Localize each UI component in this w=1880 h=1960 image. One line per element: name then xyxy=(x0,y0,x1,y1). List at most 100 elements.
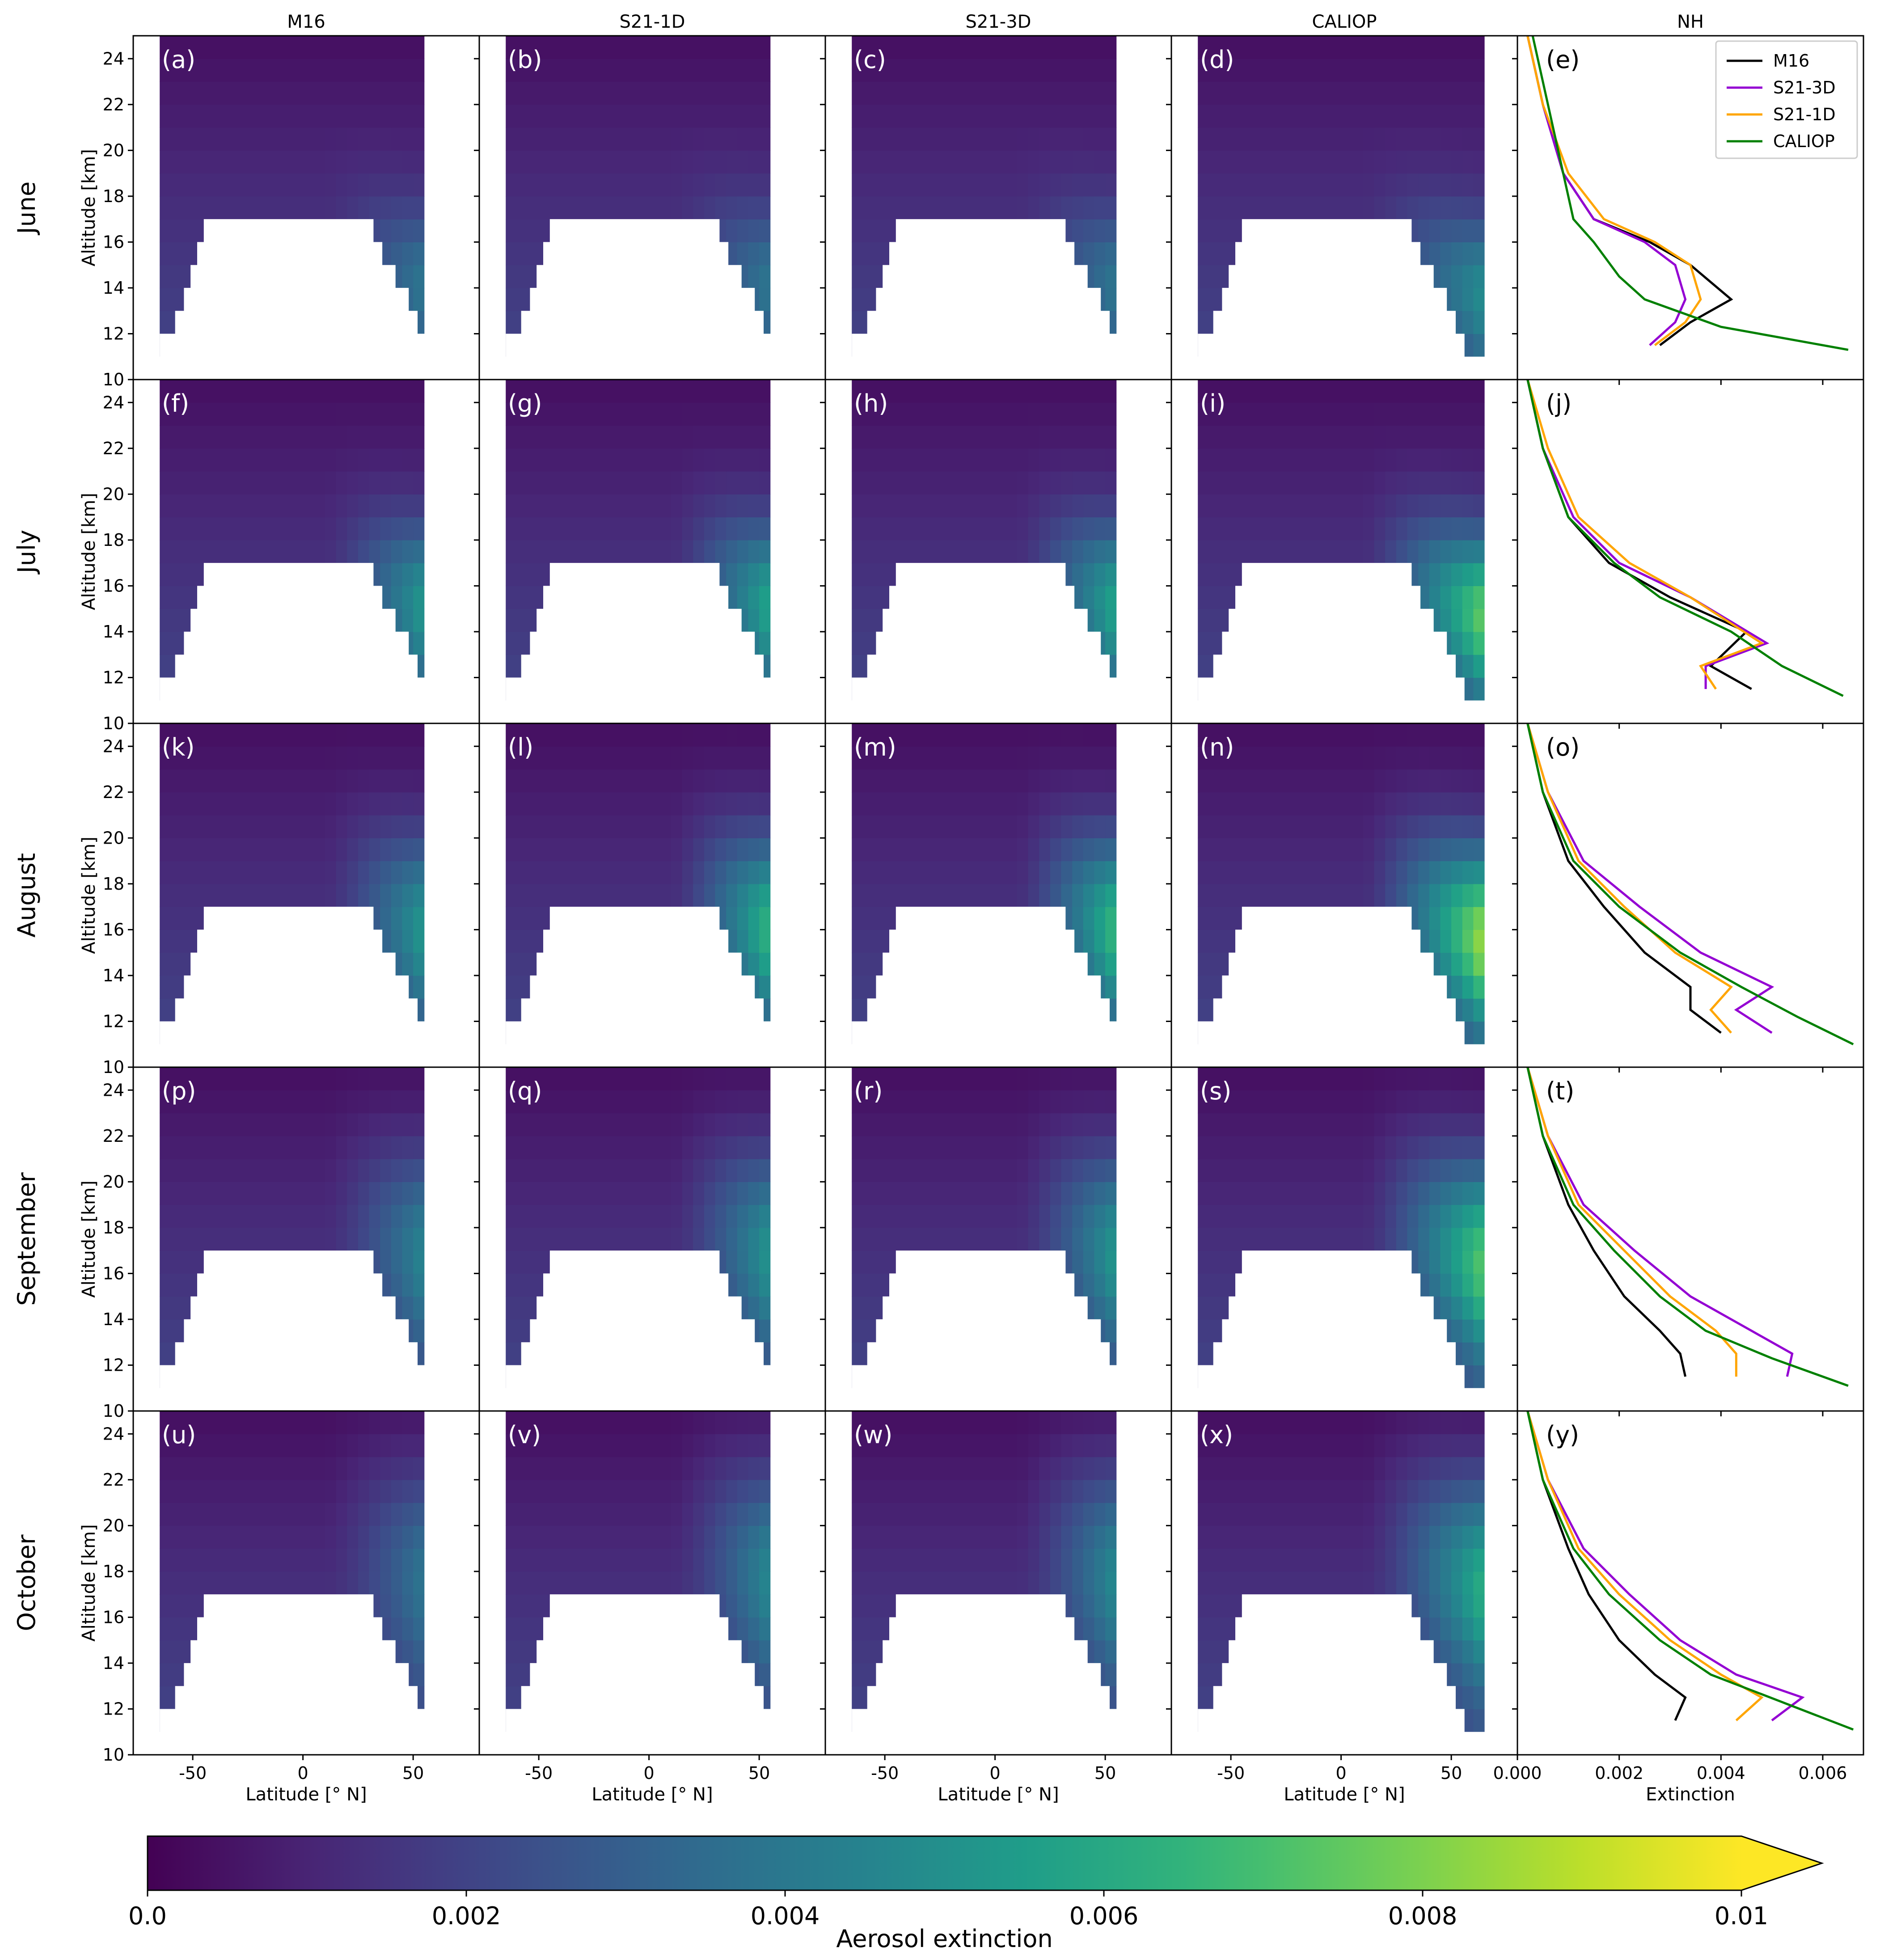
heatmap-cell xyxy=(759,104,771,128)
heatmap-cell xyxy=(671,425,683,449)
heatmap-cell xyxy=(995,883,1006,907)
heatmap-cell xyxy=(193,1159,204,1182)
heatmap-cell xyxy=(203,883,215,907)
heatmap-cell xyxy=(528,81,539,105)
heatmap-cell xyxy=(1017,36,1029,59)
heatmap-cell xyxy=(1363,59,1375,82)
heatmap-cell xyxy=(160,517,171,541)
heatmap-cell xyxy=(1094,127,1106,151)
heatmap-cell xyxy=(1385,196,1397,220)
heatmap-cell xyxy=(1396,425,1408,449)
heatmap-cell xyxy=(549,104,561,128)
heatmap-cell xyxy=(1341,792,1352,815)
heatmap-cell xyxy=(193,1067,204,1090)
heatmap-cell xyxy=(1341,517,1352,541)
heatmap-cell xyxy=(862,769,874,793)
heatmap-cell xyxy=(402,723,414,747)
heatmap-cell xyxy=(748,36,760,59)
heatmap-cell xyxy=(1220,494,1231,518)
heatmap-cell xyxy=(170,196,182,220)
heatmap-cell xyxy=(984,815,996,838)
heatmap-cell xyxy=(852,448,863,472)
heatmap-cell xyxy=(380,792,392,815)
heatmap-cell xyxy=(951,196,963,220)
heatmap-cell xyxy=(671,380,683,403)
heatmap-cell xyxy=(759,586,771,609)
heatmap-cell xyxy=(1198,929,1209,953)
heatmap-cell xyxy=(748,471,760,494)
heatmap-cell xyxy=(1451,219,1463,242)
heatmap-cell xyxy=(1462,631,1474,655)
heatmap-cell xyxy=(907,173,918,197)
heatmap-cell xyxy=(413,448,425,472)
heatmap-cell xyxy=(1418,196,1430,220)
heatmap-cell xyxy=(539,723,550,747)
heatmap-cell xyxy=(1072,861,1084,884)
heatmap-cell xyxy=(1385,861,1397,884)
heatmap-cell xyxy=(380,1182,392,1205)
heatmap-cell xyxy=(649,769,660,793)
heatmap-cell xyxy=(1286,173,1297,197)
heatmap-cell xyxy=(549,448,561,472)
heatmap-cell xyxy=(1105,723,1117,747)
heatmap-cell xyxy=(748,723,760,747)
heatmap-cell xyxy=(203,104,215,128)
heatmap-cell xyxy=(984,104,996,128)
heatmap-cell xyxy=(852,540,863,563)
heatmap-cell xyxy=(1242,861,1253,884)
heatmap-cell xyxy=(594,540,605,563)
heatmap-cell xyxy=(281,1067,292,1090)
heatmap-cell xyxy=(660,104,672,128)
heatmap-cell xyxy=(852,975,863,999)
heatmap-cell xyxy=(215,196,226,220)
heatmap-cell xyxy=(896,494,907,518)
heatmap-cell xyxy=(1198,471,1209,494)
heatmap-cell xyxy=(347,815,359,838)
heatmap-cell xyxy=(1105,219,1117,242)
heatmap-cell xyxy=(314,127,325,151)
heatmap-cell xyxy=(1418,746,1430,770)
panel-frame xyxy=(1517,379,1864,724)
heatmap-cell xyxy=(226,127,237,151)
heatmap-cell xyxy=(748,380,760,403)
panel-label: (n) xyxy=(1200,733,1234,761)
heatmap-cell xyxy=(182,425,193,449)
heatmap-cell xyxy=(704,861,716,884)
heatmap-cell xyxy=(1094,838,1106,862)
heatmap-cell xyxy=(862,861,874,884)
heatmap-cell xyxy=(704,769,716,793)
heatmap-cell xyxy=(203,1113,215,1136)
heatmap-cell xyxy=(281,471,292,494)
heatmap-cell xyxy=(193,173,204,197)
heatmap-cell xyxy=(852,59,863,82)
heatmap-cell xyxy=(649,517,660,541)
heatmap-cell xyxy=(1308,517,1319,541)
heatmap-cell xyxy=(314,196,325,220)
heatmap-cell xyxy=(369,540,380,563)
heatmap-cell xyxy=(325,861,337,884)
y-tick-label: 24 xyxy=(103,49,124,68)
heatmap-cell xyxy=(1341,723,1352,747)
heatmap-cell xyxy=(1451,173,1463,197)
heatmap-cell xyxy=(1429,907,1441,930)
heatmap-cell xyxy=(1297,402,1309,426)
heatmap-cell xyxy=(413,1273,425,1297)
heatmap-cell xyxy=(203,494,215,518)
heatmap-cell xyxy=(1275,746,1286,770)
heatmap-cell xyxy=(1396,150,1408,174)
heatmap-cell xyxy=(203,1227,215,1251)
heatmap-cell xyxy=(170,1227,182,1251)
heatmap-cell xyxy=(572,36,583,59)
heatmap-cell xyxy=(528,769,539,793)
heatmap-cell xyxy=(962,540,973,563)
heatmap-cell xyxy=(182,815,193,838)
heatmap-cell xyxy=(907,81,918,105)
heatmap-cell xyxy=(170,1182,182,1205)
heatmap-cell xyxy=(1286,838,1297,862)
heatmap-cell xyxy=(940,196,951,220)
heatmap-cell xyxy=(726,402,738,426)
heatmap-cell xyxy=(627,36,638,59)
heatmap-cell xyxy=(561,402,572,426)
heatmap-cell xyxy=(292,81,304,105)
heatmap-cell xyxy=(549,36,561,59)
